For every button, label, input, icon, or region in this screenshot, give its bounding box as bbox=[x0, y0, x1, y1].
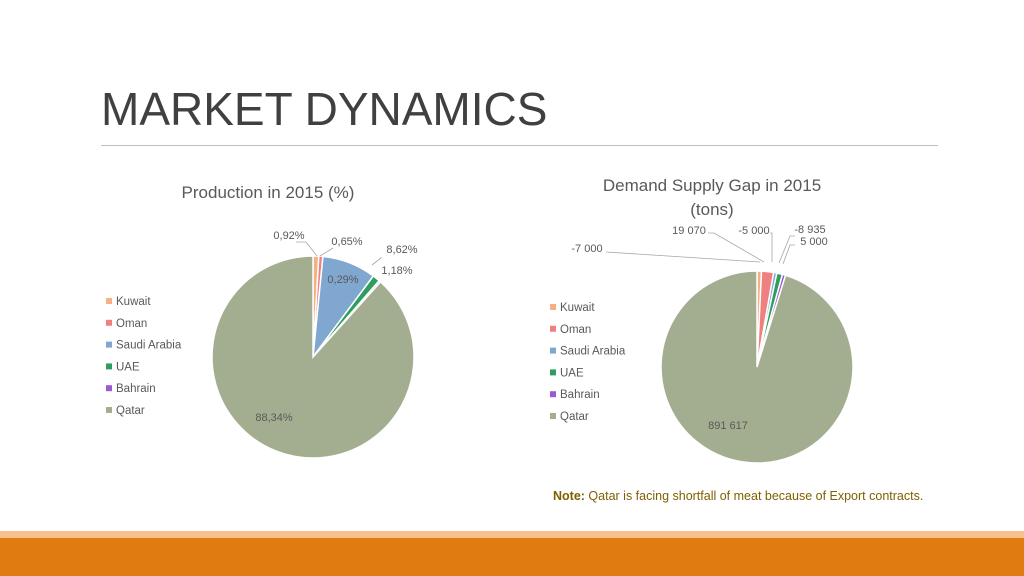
production-legend-label-kuwait: Kuwait bbox=[116, 296, 151, 308]
gap-leader-oman bbox=[708, 232, 765, 263]
gap-legend-swatch-saudi-arabia bbox=[550, 347, 556, 354]
gap-legend-swatch-oman bbox=[550, 325, 556, 332]
production-data-label-kuwait: 0,92% bbox=[273, 230, 304, 242]
production-data-label-uae: 1,18% bbox=[381, 265, 412, 277]
gap-legend-label-kuwait: Kuwait bbox=[560, 302, 595, 314]
gap-slice-qatar bbox=[660, 270, 854, 464]
gap-leader-saudi-arabia bbox=[770, 232, 773, 262]
production-legend-swatch-uae bbox=[106, 363, 112, 370]
gap-data-label-qatar: 891 617 bbox=[708, 420, 748, 432]
production-legend-swatch-kuwait bbox=[106, 298, 112, 304]
production-leader-oman bbox=[319, 247, 334, 257]
production-chart-title: Production in 2015 (%) bbox=[182, 183, 355, 202]
production-data-label-saudi-arabia: 8,62% bbox=[386, 244, 417, 256]
gap-leader-uae bbox=[778, 235, 795, 264]
gap-data-label-saudi-arabia: -5 000 bbox=[738, 225, 769, 237]
footer-band-light bbox=[0, 531, 1024, 538]
production-legend-label-oman: Oman bbox=[116, 318, 147, 330]
gap-chart-title-line-1: Demand Supply Gap in 2015 bbox=[603, 176, 821, 195]
slide-title: MARKET DYNAMICS bbox=[101, 83, 548, 135]
gap-leader-bahrain bbox=[782, 244, 795, 265]
note-text: Qatar is facing shortfall of meat becaus… bbox=[584, 489, 924, 503]
production-pie-chart: Production in 2015 (%) 0,92% 0,65% 8,62% 1,1… bbox=[106, 183, 418, 459]
gap-pie-chart: Demand Supply Gap in 2015 (tons) -7 000 19 … bbox=[550, 176, 854, 464]
gap-legend-swatch-bahrain bbox=[550, 391, 556, 398]
gap-legend-swatch-uae bbox=[550, 369, 556, 376]
gap-legend-label-oman: Oman bbox=[560, 324, 591, 336]
gap-legend-label-qatar: Qatar bbox=[560, 411, 589, 423]
production-slice-qatar bbox=[211, 255, 415, 459]
production-data-label-qatar: 88,34% bbox=[255, 412, 293, 424]
note-label: Note: bbox=[553, 489, 585, 503]
footer-band-dark bbox=[0, 538, 1024, 576]
production-leader-kuwait bbox=[296, 241, 318, 257]
gap-legend-swatch-qatar bbox=[550, 413, 556, 419]
production-leader-saudi-arabia bbox=[371, 257, 382, 266]
gap-legend-label-saudi-arabia: Saudi Arabia bbox=[560, 346, 626, 358]
production-legend-label-saudi-arabia: Saudi Arabia bbox=[116, 340, 182, 352]
gap-data-label-kuwait: -7 000 bbox=[571, 243, 602, 255]
gap-legend-swatch-kuwait bbox=[550, 304, 556, 310]
gap-leader-kuwait bbox=[605, 251, 761, 263]
production-data-label-oman: 0,65% bbox=[331, 236, 362, 248]
production-legend-label-bahrain: Bahrain bbox=[116, 383, 156, 395]
gap-legend-label-bahrain: Bahrain bbox=[560, 389, 600, 401]
gap-legend-label-uae: UAE bbox=[560, 367, 584, 379]
title-divider bbox=[101, 145, 938, 146]
production-legend-label-uae: UAE bbox=[116, 361, 140, 373]
production-legend-swatch-bahrain bbox=[106, 385, 112, 392]
footnote: Note: Qatar is facing shortfall of meat … bbox=[553, 489, 923, 503]
production-data-label-bahrain: 0,29% bbox=[327, 274, 358, 286]
gap-data-label-oman: 19 070 bbox=[672, 225, 706, 237]
gap-chart-title-line-2: (tons) bbox=[690, 200, 733, 219]
production-legend-label-qatar: Qatar bbox=[116, 405, 145, 417]
gap-data-label-uae: -8 935 bbox=[794, 224, 825, 236]
production-legend-swatch-saudi-arabia bbox=[106, 341, 112, 348]
gap-data-label-bahrain: 5 000 bbox=[800, 236, 828, 248]
production-legend-swatch-qatar bbox=[106, 407, 112, 413]
production-legend-swatch-oman bbox=[106, 319, 112, 326]
